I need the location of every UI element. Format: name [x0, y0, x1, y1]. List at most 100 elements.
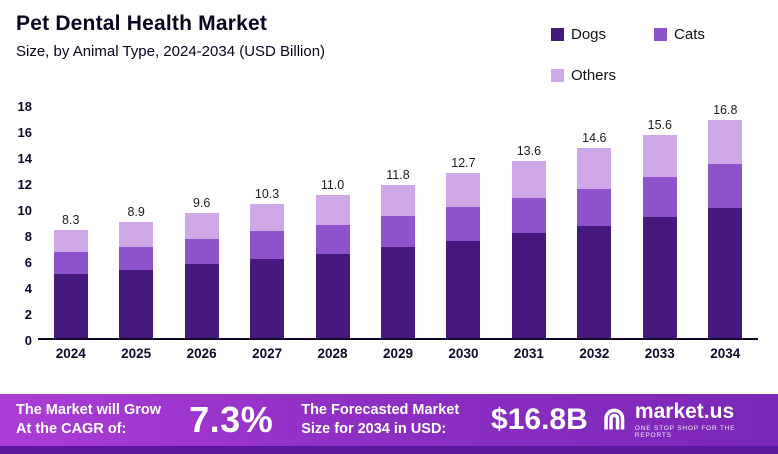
legend-label: Others — [571, 67, 617, 84]
bar-segment-others-2032 — [577, 148, 612, 189]
bar-segment-dogs-2026 — [184, 263, 219, 338]
bottom-banner: The Market will Grow At the CAGR of: 7.3… — [0, 394, 778, 446]
y-tick-10: 10 — [17, 203, 32, 218]
bar-segment-others-2028 — [315, 195, 350, 225]
bar-segment-others-2027 — [250, 204, 285, 232]
bar-segment-cats-2027 — [250, 231, 285, 259]
bar-segment-cats-2032 — [577, 188, 612, 227]
bar-segment-dogs-2030 — [446, 240, 481, 338]
bar-segment-others-2033 — [642, 135, 677, 177]
bar-segment-dogs-2024 — [53, 274, 88, 338]
x-label-2030: 2030 — [448, 346, 479, 361]
bar-total-label-2031: 13.6 — [516, 144, 542, 159]
bar-segment-others-2024 — [53, 230, 88, 253]
y-tick-0: 0 — [24, 333, 32, 348]
bar-column-2025: 8.9 — [103, 90, 168, 338]
bar-segment-cats-2024 — [53, 252, 88, 275]
bar-segment-others-2029 — [380, 184, 415, 216]
y-tick-4: 4 — [24, 281, 32, 296]
bar-segment-cats-2028 — [315, 224, 350, 254]
bar-column-2034: 16.8 — [693, 90, 758, 338]
bar-segment-dogs-2029 — [380, 247, 415, 338]
y-tick-12: 12 — [17, 177, 32, 192]
bar-segment-dogs-2034 — [708, 208, 743, 338]
header: Pet Dental Health Market Size, by Animal… — [0, 0, 778, 60]
bar-segment-cats-2025 — [119, 247, 154, 271]
bar-column-2029: 11.8 — [365, 90, 430, 338]
legend-label: Cats — [674, 26, 705, 43]
bar-total-label-2028: 11.0 — [320, 178, 345, 193]
y-tick-8: 8 — [24, 229, 32, 244]
bar-segment-cats-2031 — [511, 197, 546, 233]
bar-segment-dogs-2033 — [642, 217, 677, 338]
x-label-2027: 2027 — [252, 346, 283, 361]
bar-segment-dogs-2031 — [511, 232, 546, 338]
plot-area: 8.3 8.9 9.6 10.3 11.0 11.8 12.7 13.6 14.6 15.6 16.… — [38, 90, 758, 340]
bar-segment-cats-2026 — [184, 239, 219, 264]
bar-total-label-2030: 12.7 — [451, 155, 476, 170]
bar-column-2033: 15.6 — [627, 90, 692, 338]
x-label-2024: 2024 — [55, 346, 86, 361]
bar-total-label-2024: 8.3 — [62, 213, 80, 228]
bar-segment-dogs-2025 — [119, 270, 154, 338]
brand-tagline: One Stop Shop For The Reports — [634, 425, 736, 440]
cagr-value: 7.3% — [189, 399, 274, 440]
x-label-2028: 2028 — [317, 346, 348, 361]
bar-segment-others-2034 — [708, 119, 743, 164]
bar-segment-dogs-2027 — [250, 258, 285, 338]
brand-name: market.us — [634, 399, 735, 423]
y-tick-6: 6 — [24, 255, 32, 270]
bar-total-label-2027: 10.3 — [254, 187, 280, 202]
cagr-label: The Market will Grow At the CAGR of: — [16, 402, 162, 437]
bar-column-2030: 12.7 — [431, 90, 496, 338]
bar-total-label-2029: 11.8 — [386, 167, 410, 182]
x-label-2032: 2032 — [579, 346, 610, 361]
bar-column-2028: 11.0 — [300, 90, 365, 338]
page-title: Pet Dental Health Market — [16, 12, 268, 35]
bar-column-2027: 10.3 — [234, 90, 299, 338]
legend-swatch-cats — [654, 28, 668, 41]
bar-column-2026: 9.6 — [169, 90, 234, 338]
bar-segment-cats-2033 — [642, 176, 677, 218]
page-subtitle: Size, by Animal Type, 2024-2034 (USD Bil… — [16, 43, 326, 60]
bar-column-2032: 14.6 — [562, 90, 627, 338]
bar-segment-dogs-2032 — [577, 226, 612, 338]
bar-column-2024: 8.3 — [38, 90, 103, 338]
bar-segment-cats-2034 — [708, 163, 743, 208]
bar-total-label-2032: 14.6 — [582, 131, 607, 146]
chart-legend: Dogs Cats Others — [551, 26, 756, 84]
bar-total-label-2034: 16.8 — [713, 102, 738, 117]
forecast-value: $16.8B — [491, 403, 588, 436]
legend-label: Dogs — [571, 26, 607, 43]
y-tick-18: 18 — [17, 99, 32, 114]
legend-item-dogs: Dogs — [551, 26, 606, 43]
x-label-2031: 2031 — [513, 346, 544, 361]
x-label-2033: 2033 — [644, 346, 675, 361]
x-label-2034: 2034 — [710, 346, 741, 361]
legend-swatch-others — [551, 69, 564, 82]
x-label-2026: 2026 — [186, 346, 217, 361]
x-label-2025: 2025 — [121, 346, 152, 361]
bar-total-label-2025: 8.9 — [127, 205, 145, 220]
y-axis: 0 2 4 6 8 10 12 14 16 18 — [8, 90, 38, 348]
bottom-strip — [0, 446, 778, 454]
x-axis: 2024 2025 2026 2027 2028 2029 2030 2031 2032 2033… — [0, 340, 778, 361]
bar-segment-others-2026 — [184, 213, 219, 240]
market-us-logo-icon: ⋒ — [601, 402, 627, 436]
forecast-label: The Forecasted Market Size for 2034 in U… — [301, 402, 460, 437]
y-tick-16: 16 — [17, 125, 32, 140]
legend-item-others: Others — [551, 67, 616, 84]
bar-segment-others-2031 — [511, 161, 546, 198]
bar-segment-cats-2029 — [380, 215, 415, 247]
bar-segment-others-2025 — [119, 222, 154, 248]
brand-logo: ⋒ market.us One Stop Shop For The Report… — [601, 399, 762, 440]
bar-total-label-2026: 9.6 — [192, 196, 211, 211]
legend-item-cats: Cats — [654, 26, 705, 43]
stacked-bar-chart: 0 2 4 6 8 10 12 14 16 18 8.3 8.9 9.6 10.3 11.0 11.8 12.… — [0, 90, 778, 348]
x-label-2029: 2029 — [382, 346, 414, 361]
bar-segment-others-2030 — [446, 172, 481, 207]
bar-segment-cats-2030 — [446, 206, 481, 241]
y-tick-14: 14 — [17, 151, 32, 166]
y-tick-2: 2 — [24, 307, 32, 322]
bar-column-2031: 13.6 — [496, 90, 561, 338]
